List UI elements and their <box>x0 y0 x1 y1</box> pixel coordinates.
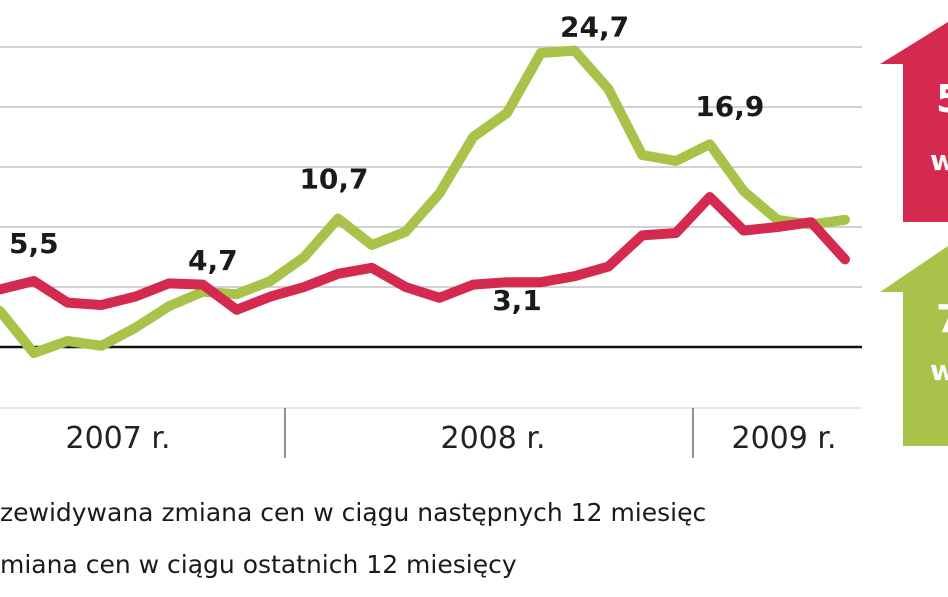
series-line-expected <box>0 45 850 358</box>
data-label: 3,1 <box>492 284 542 317</box>
badge-subtext: w <box>930 354 948 387</box>
data-label: 24,7 <box>560 11 629 44</box>
legend-entry-expected: zewidywana zmiana cen w ciągu następnych… <box>0 498 707 527</box>
x-tick-label: 2008 r. <box>441 421 546 456</box>
data-label: 10,7 <box>299 163 368 196</box>
x-tick-label: 2007 r. <box>66 421 171 456</box>
badge-value: 5 <box>936 77 948 121</box>
series-line-actual <box>0 192 850 315</box>
data-label: 16,9 <box>695 90 764 123</box>
data-label: 5,5 <box>9 227 59 260</box>
data-label: 4,7 <box>188 244 238 277</box>
x-tick-label: 2009 r. <box>732 421 837 456</box>
badge-subtext: w <box>930 144 948 177</box>
badge-value: 7 <box>936 297 948 341</box>
badge-arrow-up <box>880 22 948 222</box>
legend-entry-actual: miana cen w ciągu ostatnich 12 miesięcy <box>0 550 517 579</box>
badge-arrow-up <box>880 246 948 446</box>
